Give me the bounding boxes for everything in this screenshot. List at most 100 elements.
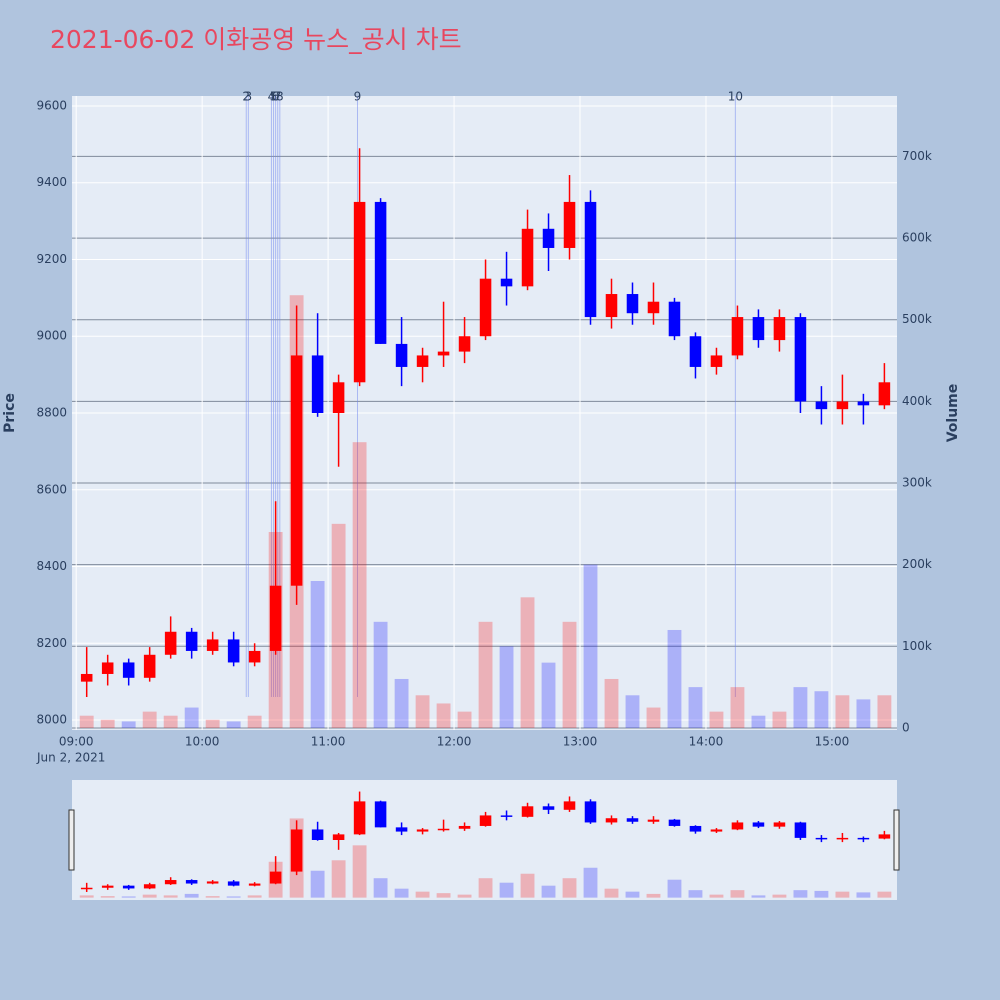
volume-bar — [331, 860, 346, 898]
volume-bar — [100, 896, 115, 898]
volume-bar — [373, 878, 388, 898]
volume-bar — [331, 523, 346, 728]
volume-bar — [730, 687, 745, 728]
y2-tick-label: 200k — [902, 557, 932, 571]
volume-bar — [499, 646, 514, 728]
y-tick-label: 9600 — [36, 98, 67, 112]
volume-bar — [583, 867, 598, 898]
chart-title: 2021-06-02 이화공영 뉴스_공시 차트 — [50, 25, 462, 54]
candle-body — [269, 585, 282, 651]
x-tick-label: 12:00 — [437, 735, 472, 749]
candle-body — [689, 825, 702, 832]
candle-body — [542, 228, 555, 248]
volume-bar — [877, 891, 892, 898]
x-tick-label: 13:00 — [563, 735, 598, 749]
news-label: 9 — [354, 90, 362, 104]
candle-body — [836, 837, 849, 840]
volume-bar — [352, 845, 367, 898]
y-tick-label: 8600 — [36, 482, 67, 496]
volume-bar — [814, 890, 829, 898]
volume-bar — [646, 707, 661, 728]
y-tick-label: 8400 — [36, 559, 67, 573]
candle-body — [710, 829, 723, 832]
volume-bar — [184, 893, 199, 898]
volume-bar — [625, 891, 640, 898]
volume-bar — [667, 879, 682, 898]
candle-body — [668, 819, 681, 826]
volume-bar — [247, 895, 262, 898]
volume-bar — [667, 629, 682, 728]
candle-body — [290, 829, 303, 872]
range-handle[interactable] — [893, 809, 900, 871]
range-slider[interactable] — [72, 780, 897, 900]
volume-bar — [142, 711, 157, 728]
candle-body — [143, 884, 156, 889]
candle-body — [332, 834, 345, 840]
volume-bar — [415, 695, 430, 728]
y-tick-label: 8000 — [36, 713, 67, 727]
x-tick-label: 10:00 — [185, 735, 220, 749]
y-tick-label: 9200 — [36, 252, 67, 266]
candle-body — [101, 662, 114, 674]
candle-body — [815, 837, 828, 840]
candle-body — [353, 201, 366, 383]
y2-tick-label: 500k — [902, 312, 932, 326]
candle-body — [374, 201, 387, 344]
volume-bar — [79, 715, 94, 728]
volume-bar — [646, 893, 661, 898]
volume-bar — [457, 711, 472, 728]
volume-bar — [793, 687, 808, 728]
candle-body — [626, 818, 639, 822]
candle-body — [500, 278, 513, 287]
news-label: 5 — [270, 90, 278, 104]
volume-bar — [226, 896, 241, 898]
volume-bar — [394, 888, 409, 898]
candle-body — [836, 401, 849, 410]
y2-tick-label: 400k — [902, 394, 932, 408]
y-tick-label: 9000 — [36, 329, 67, 343]
candle-body — [605, 818, 618, 823]
candle-body — [794, 822, 807, 838]
candle-body — [164, 880, 177, 885]
range-handle[interactable] — [68, 809, 75, 871]
candle-body — [395, 827, 408, 832]
candle-body — [248, 650, 261, 663]
candle-body — [647, 301, 660, 314]
volume-bar — [541, 885, 556, 898]
candle-body — [773, 822, 786, 827]
candle-body — [731, 317, 744, 356]
volume-bar — [310, 870, 325, 898]
y2-tick-label: 0 — [902, 720, 910, 734]
volume-bar — [352, 442, 367, 728]
volume-bar — [310, 580, 325, 728]
volume-bar — [436, 703, 451, 728]
volume-bar — [478, 878, 493, 898]
volume-bar — [121, 721, 136, 728]
volume-bar — [478, 621, 493, 728]
y-tick-label: 8200 — [36, 636, 67, 650]
candle-body — [80, 673, 93, 682]
candle-body — [164, 631, 177, 655]
volume-bar — [751, 895, 766, 898]
candle-body — [353, 801, 366, 835]
candle-body — [80, 887, 93, 890]
volume-bar — [562, 621, 577, 728]
candle-body — [626, 294, 639, 314]
volume-bar — [184, 707, 199, 728]
news-label: 10 — [728, 90, 743, 104]
volume-bar — [205, 896, 220, 898]
volume-bar — [520, 597, 535, 728]
y2-axis-title: Volume — [945, 384, 961, 443]
volume-bar — [814, 691, 829, 728]
x-tick-label: 11:00 — [311, 735, 346, 749]
y2-tick-label: 700k — [902, 149, 932, 163]
candle-body — [416, 829, 429, 832]
candle-body — [437, 351, 450, 356]
volume-bar — [751, 715, 766, 728]
y-axis-title: Price — [2, 393, 18, 433]
candle-body — [878, 834, 891, 839]
candle-body — [563, 201, 576, 248]
volume-bar — [583, 564, 598, 728]
candle-body — [437, 828, 450, 831]
candle-body — [185, 631, 198, 651]
